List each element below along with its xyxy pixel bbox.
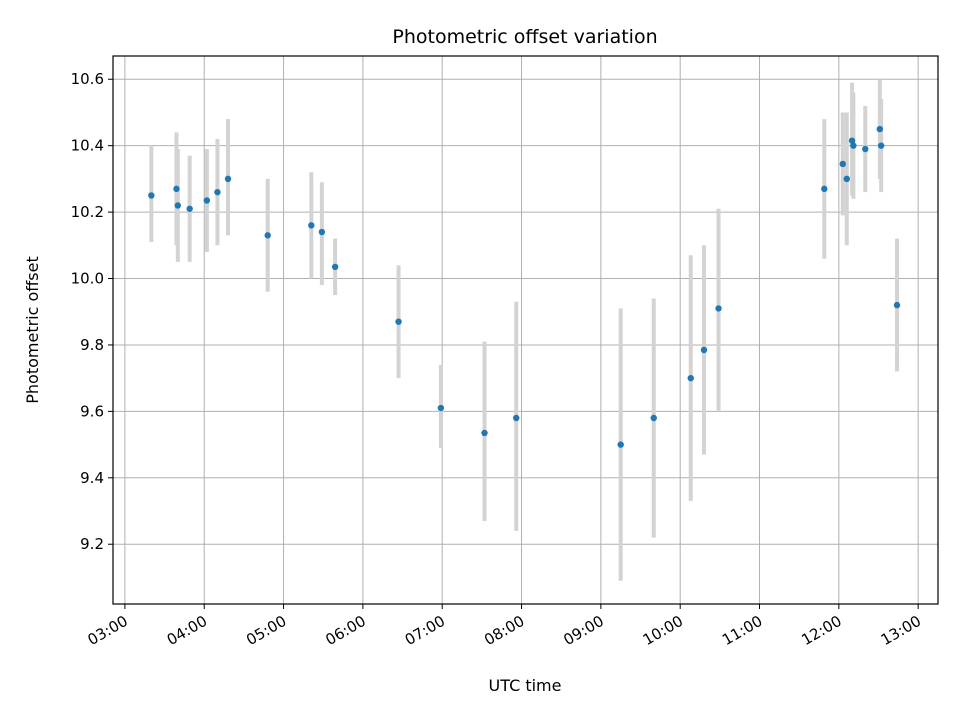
data-point	[318, 228, 326, 236]
data-point	[715, 305, 722, 312]
y-tick-label: 9.8	[80, 336, 104, 354]
chart-title: Photometric offset variation	[392, 26, 657, 48]
data-point	[203, 197, 211, 204]
data-point	[174, 202, 181, 209]
data-point	[821, 185, 828, 193]
data-point	[876, 125, 884, 133]
data-point	[308, 222, 315, 229]
data-point	[331, 263, 339, 271]
x-axis-label: UTC time	[489, 676, 562, 695]
data-point	[617, 441, 624, 448]
data-point	[893, 301, 901, 309]
y-tick-label: 10.2	[71, 203, 104, 221]
data-point	[843, 175, 850, 183]
data-point	[148, 192, 155, 199]
data-point	[650, 414, 657, 422]
data-point	[877, 142, 885, 149]
y-tick-label: 9.2	[80, 535, 104, 553]
data-point	[214, 188, 221, 196]
data-point	[224, 175, 232, 183]
data-point	[848, 137, 856, 144]
y-tick-label: 9.4	[80, 469, 104, 487]
y-tick-label: 10.6	[71, 70, 104, 88]
data-point	[173, 185, 180, 193]
y-tick-label: 10.4	[71, 137, 104, 155]
data-point	[687, 374, 694, 382]
plot-frame	[112, 55, 939, 605]
data-point	[186, 205, 193, 212]
data-point	[395, 318, 402, 325]
data-point	[481, 429, 488, 437]
data-point	[839, 160, 847, 168]
data-point	[850, 142, 857, 149]
y-tick-label: 9.6	[80, 402, 104, 420]
y-axis-ticks: 9.2 9.4 9.6 9.8 10.0 10.2 10.4 10.6	[71, 70, 113, 553]
data-point	[862, 145, 869, 153]
data-point	[437, 404, 445, 412]
grid	[113, 56, 938, 604]
data-point	[513, 414, 520, 422]
y-tick-label: 10.0	[71, 270, 104, 288]
data-point	[700, 346, 708, 354]
data-points	[148, 125, 901, 448]
data-point	[264, 232, 271, 239]
y-axis-label: Photometric offset	[23, 256, 42, 404]
